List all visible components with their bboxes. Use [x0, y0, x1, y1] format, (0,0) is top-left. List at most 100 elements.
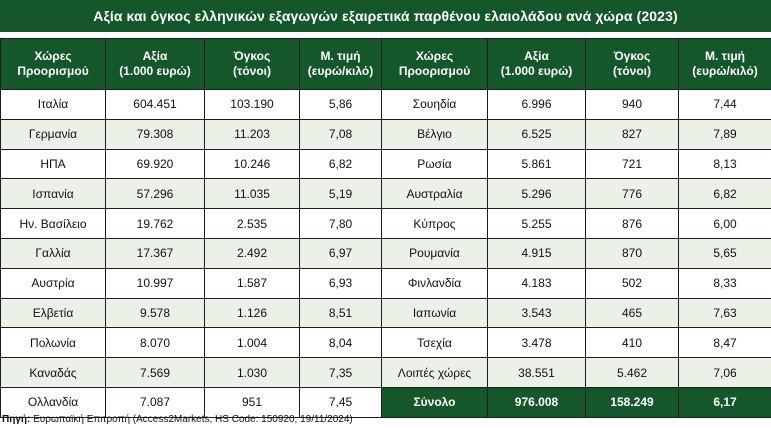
value-cell: 69.920: [105, 148, 205, 180]
country-cell: Ισπανία: [0, 178, 106, 210]
country-cell: Καναδάς: [0, 357, 106, 388]
exports-table: Χώρες Προορισμού Αξία (1.000 ευρώ) Όγκος (τ…: [0, 38, 771, 418]
value-cell: 9.578: [105, 297, 205, 329]
table-row: Ελβετία 9.578 1.126 8,51 Ιαπωνία 3.543 465 7,63: [0, 297, 771, 329]
price-cell: 7,06: [678, 357, 771, 388]
price-cell: 8,33: [678, 267, 771, 299]
price-cell: 8,04: [299, 327, 382, 359]
table-row: Πολωνία 8.070 1.004 8,04 Τσεχία 3.478 410 8,47: [0, 327, 771, 359]
value-cell: 57.296: [105, 178, 205, 210]
country-cell: Γαλλία: [0, 237, 106, 269]
country-cell: Κύπρος: [381, 208, 488, 239]
volume-cell: 1.587: [204, 267, 300, 299]
volume-cell: 502: [585, 267, 679, 299]
country-cell: ΗΠΑ: [0, 148, 106, 180]
country-cell: Γερμανία: [0, 118, 106, 150]
country-cell: Ιαπωνία: [381, 297, 488, 329]
table-row: Γαλλία 17.367 2.492 6,97 Ρουμανία 4.915 870 5,6…: [0, 237, 771, 269]
volume-cell: 1.126: [204, 297, 300, 329]
value-cell: 10.997: [105, 267, 205, 299]
volume-cell: 465: [585, 297, 679, 329]
country-cell: Βέλγιο: [381, 118, 488, 150]
volume-cell: 1.030: [204, 357, 300, 388]
volume-cell: 11.203: [204, 118, 300, 150]
value-cell: 8.070: [105, 327, 205, 359]
volume-cell: 2.492: [204, 237, 300, 269]
value-cell: 6.996: [487, 89, 586, 120]
value-cell: 5.861: [487, 148, 586, 180]
value-cell: 3.478: [487, 327, 586, 359]
table-header-row: Χώρες Προορισμού Αξία (1.000 ευρώ) Όγκος (τ…: [0, 38, 771, 90]
header-volume: Όγκος (τόνοι): [585, 38, 679, 90]
total-value-cell: 976.008: [487, 386, 586, 418]
country-cell: Φινλανδία: [381, 267, 488, 299]
volume-cell: 1.004: [204, 327, 300, 359]
value-cell: 7.569: [105, 357, 205, 388]
volume-cell: 940: [585, 89, 679, 120]
country-cell: Ην. Βασίλειο: [0, 208, 106, 239]
price-cell: 8,47: [678, 327, 771, 359]
volume-cell: 103.190: [204, 89, 300, 120]
price-cell: 6,93: [299, 267, 382, 299]
value-cell: 7.087: [105, 386, 205, 418]
price-cell: 6,97: [299, 237, 382, 269]
country-cell: Ιταλία: [0, 89, 106, 120]
header-value: Αξία (1.000 ευρώ): [487, 38, 586, 90]
price-cell: 6,82: [299, 148, 382, 180]
price-cell: 7,45: [299, 386, 382, 418]
price-cell: 5,86: [299, 89, 382, 120]
source-note: Πηγή: Ευρωπαϊκή Επιτροπή (Access2Markets…: [2, 414, 353, 425]
volume-cell: 11.035: [204, 178, 300, 210]
value-cell: 38.551: [487, 357, 586, 388]
value-cell: 79.308: [105, 118, 205, 150]
volume-cell: 776: [585, 178, 679, 210]
total-country-cell: Σύνολο: [381, 386, 488, 418]
price-cell: 7,44: [678, 89, 771, 120]
table-row: Αυστρία 10.997 1.587 6,93 Φινλανδία 4.183 502 8…: [0, 267, 771, 299]
value-cell: 5.296: [487, 178, 586, 210]
table-row: Γερμανία 79.308 11.203 7,08 Βέλγιο 6.525 827 7,…: [0, 118, 771, 150]
price-cell: 7,63: [678, 297, 771, 329]
country-cell: Σουηδία: [381, 89, 488, 120]
value-cell: 4.183: [487, 267, 586, 299]
volume-cell: 951: [204, 386, 300, 418]
total-volume-cell: 158.249: [585, 386, 679, 418]
price-cell: 5,65: [678, 237, 771, 269]
volume-cell: 876: [585, 208, 679, 239]
country-cell: Λοιπές χώρες: [381, 357, 488, 388]
volume-cell: 5.462: [585, 357, 679, 388]
country-cell: Αυστραλία: [381, 178, 488, 210]
country-cell: Ολλανδία: [0, 386, 106, 418]
source-label: Πηγή:: [2, 414, 31, 425]
source-text: Ευρωπαϊκή Επιτροπή (Access2Markets, HS C…: [33, 414, 353, 425]
value-cell: 604.451: [105, 89, 205, 120]
price-cell: 8,51: [299, 297, 382, 329]
volume-cell: 2.535: [204, 208, 300, 239]
header-volume: Όγκος (τόνοι): [204, 38, 300, 90]
country-cell: Ελβετία: [0, 297, 106, 329]
country-cell: Πολωνία: [0, 327, 106, 359]
price-cell: 6,00: [678, 208, 771, 239]
value-cell: 6.525: [487, 118, 586, 150]
header-price: Μ. τιμή (ευρώ/κιλό): [678, 38, 771, 90]
header-value: Αξία (1.000 ευρώ): [105, 38, 205, 90]
value-cell: 5.255: [487, 208, 586, 239]
table-title: Αξία και όγκος ελληνικών εξαγωγών εξαιρε…: [0, 0, 771, 32]
price-cell: 7,89: [678, 118, 771, 150]
table-row: Καναδάς 7.569 1.030 7,35 Λοιπές χώρες 38.551 5…: [0, 357, 771, 388]
country-cell: Τσεχία: [381, 327, 488, 359]
value-cell: 3.543: [487, 297, 586, 329]
country-cell: Ρωσία: [381, 148, 488, 180]
price-cell: 7,80: [299, 208, 382, 239]
total-price-cell: 6,17: [678, 386, 771, 418]
value-cell: 19.762: [105, 208, 205, 239]
volume-cell: 870: [585, 237, 679, 269]
table-row: Ην. Βασίλειο 19.762 2.535 7,80 Κύπρος 5.255 87…: [0, 208, 771, 239]
table-row: ΗΠΑ 69.920 10.246 6,82 Ρωσία 5.861 721 8,13: [0, 148, 771, 180]
table-row: Ολλανδία 7.087 951 7,45 Σύνολο 976.008 158.249…: [0, 386, 771, 418]
price-cell: 5,19: [299, 178, 382, 210]
volume-cell: 10.246: [204, 148, 300, 180]
price-cell: 8,13: [678, 148, 771, 180]
volume-cell: 721: [585, 148, 679, 180]
value-cell: 17.367: [105, 237, 205, 269]
